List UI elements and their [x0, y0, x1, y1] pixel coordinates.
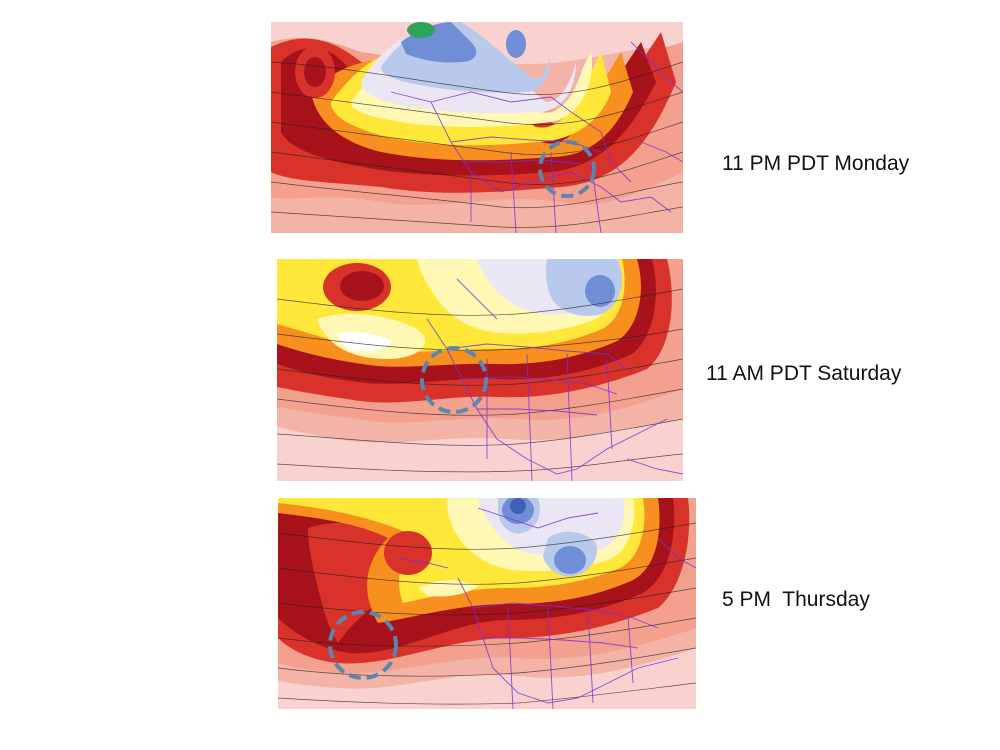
caption-saturday: 11 AM PDT Saturday	[706, 362, 902, 385]
caption-monday: 11 PM PDT Monday	[722, 152, 910, 175]
jet-stream-map	[271, 22, 683, 233]
jet-stream-map	[277, 259, 683, 481]
caption-thursday: 5 PM Thursday	[722, 588, 870, 611]
map-panel-saturday	[277, 259, 683, 481]
jet-stream-map	[278, 498, 696, 709]
map-panel-thursday	[278, 498, 696, 709]
map-panel-monday	[271, 22, 683, 233]
